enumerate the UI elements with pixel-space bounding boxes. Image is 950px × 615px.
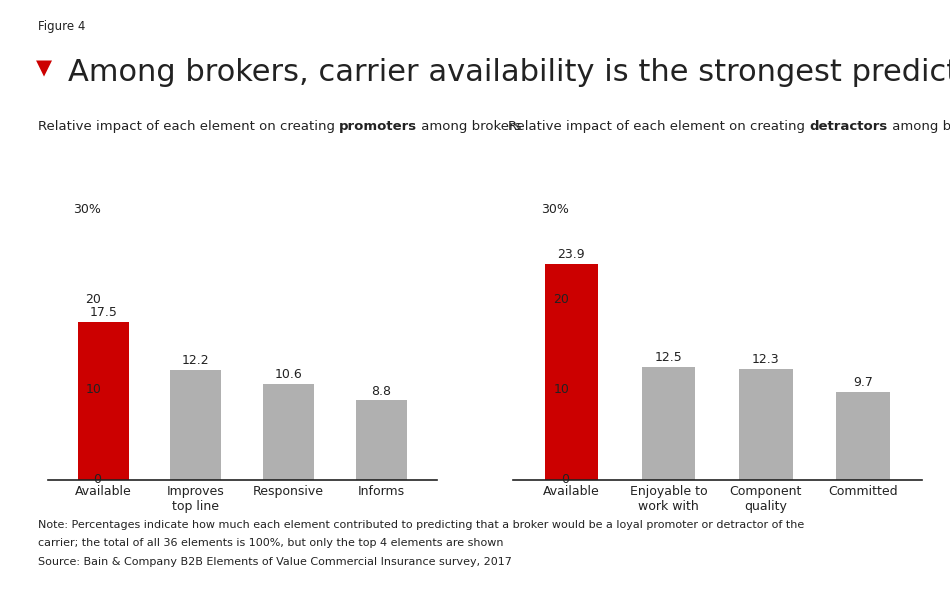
Text: 0: 0 <box>93 473 102 486</box>
Text: 23.9: 23.9 <box>558 248 585 261</box>
Text: 10: 10 <box>554 383 569 396</box>
Bar <box>544 264 598 480</box>
Text: carrier; the total of all 36 elements is 100%, but only the top 4 elements are s: carrier; the total of all 36 elements is… <box>38 538 504 548</box>
Text: ▼: ▼ <box>36 58 52 79</box>
Bar <box>78 322 128 480</box>
Text: 20: 20 <box>554 293 569 306</box>
Text: 17.5: 17.5 <box>89 306 117 319</box>
Text: 8.8: 8.8 <box>371 384 391 398</box>
Text: 9.7: 9.7 <box>853 376 873 389</box>
Text: Note: Percentages indicate how much each element contributed to predicting that : Note: Percentages indicate how much each… <box>38 520 805 530</box>
Text: Figure 4: Figure 4 <box>38 20 86 33</box>
Text: among brokers: among brokers <box>887 120 950 133</box>
Text: 0: 0 <box>561 473 569 486</box>
Bar <box>263 384 314 480</box>
Text: Relative impact of each element on creating: Relative impact of each element on creat… <box>38 120 339 133</box>
Text: among brokers: among brokers <box>417 120 522 133</box>
Text: 10.6: 10.6 <box>275 368 302 381</box>
Text: 30%: 30% <box>542 202 569 216</box>
Bar <box>836 392 890 480</box>
Text: Source: Bain & Company B2B Elements of Value Commercial Insurance survey, 2017: Source: Bain & Company B2B Elements of V… <box>38 557 512 566</box>
Text: detractors: detractors <box>809 120 887 133</box>
Text: Among brokers, carrier availability is the strongest predictor of loyalty: Among brokers, carrier availability is t… <box>68 58 950 87</box>
Bar <box>356 400 407 480</box>
Text: 12.2: 12.2 <box>182 354 210 367</box>
Text: promoters: promoters <box>339 120 417 133</box>
Bar <box>642 367 695 480</box>
Text: 12.5: 12.5 <box>655 351 682 364</box>
Text: 20: 20 <box>86 293 102 306</box>
Bar <box>739 369 792 480</box>
Text: Relative impact of each element on creating: Relative impact of each element on creat… <box>508 120 809 133</box>
Bar <box>170 370 221 480</box>
Text: 30%: 30% <box>73 202 102 216</box>
Text: 10: 10 <box>86 383 102 396</box>
Text: 12.3: 12.3 <box>752 353 780 366</box>
